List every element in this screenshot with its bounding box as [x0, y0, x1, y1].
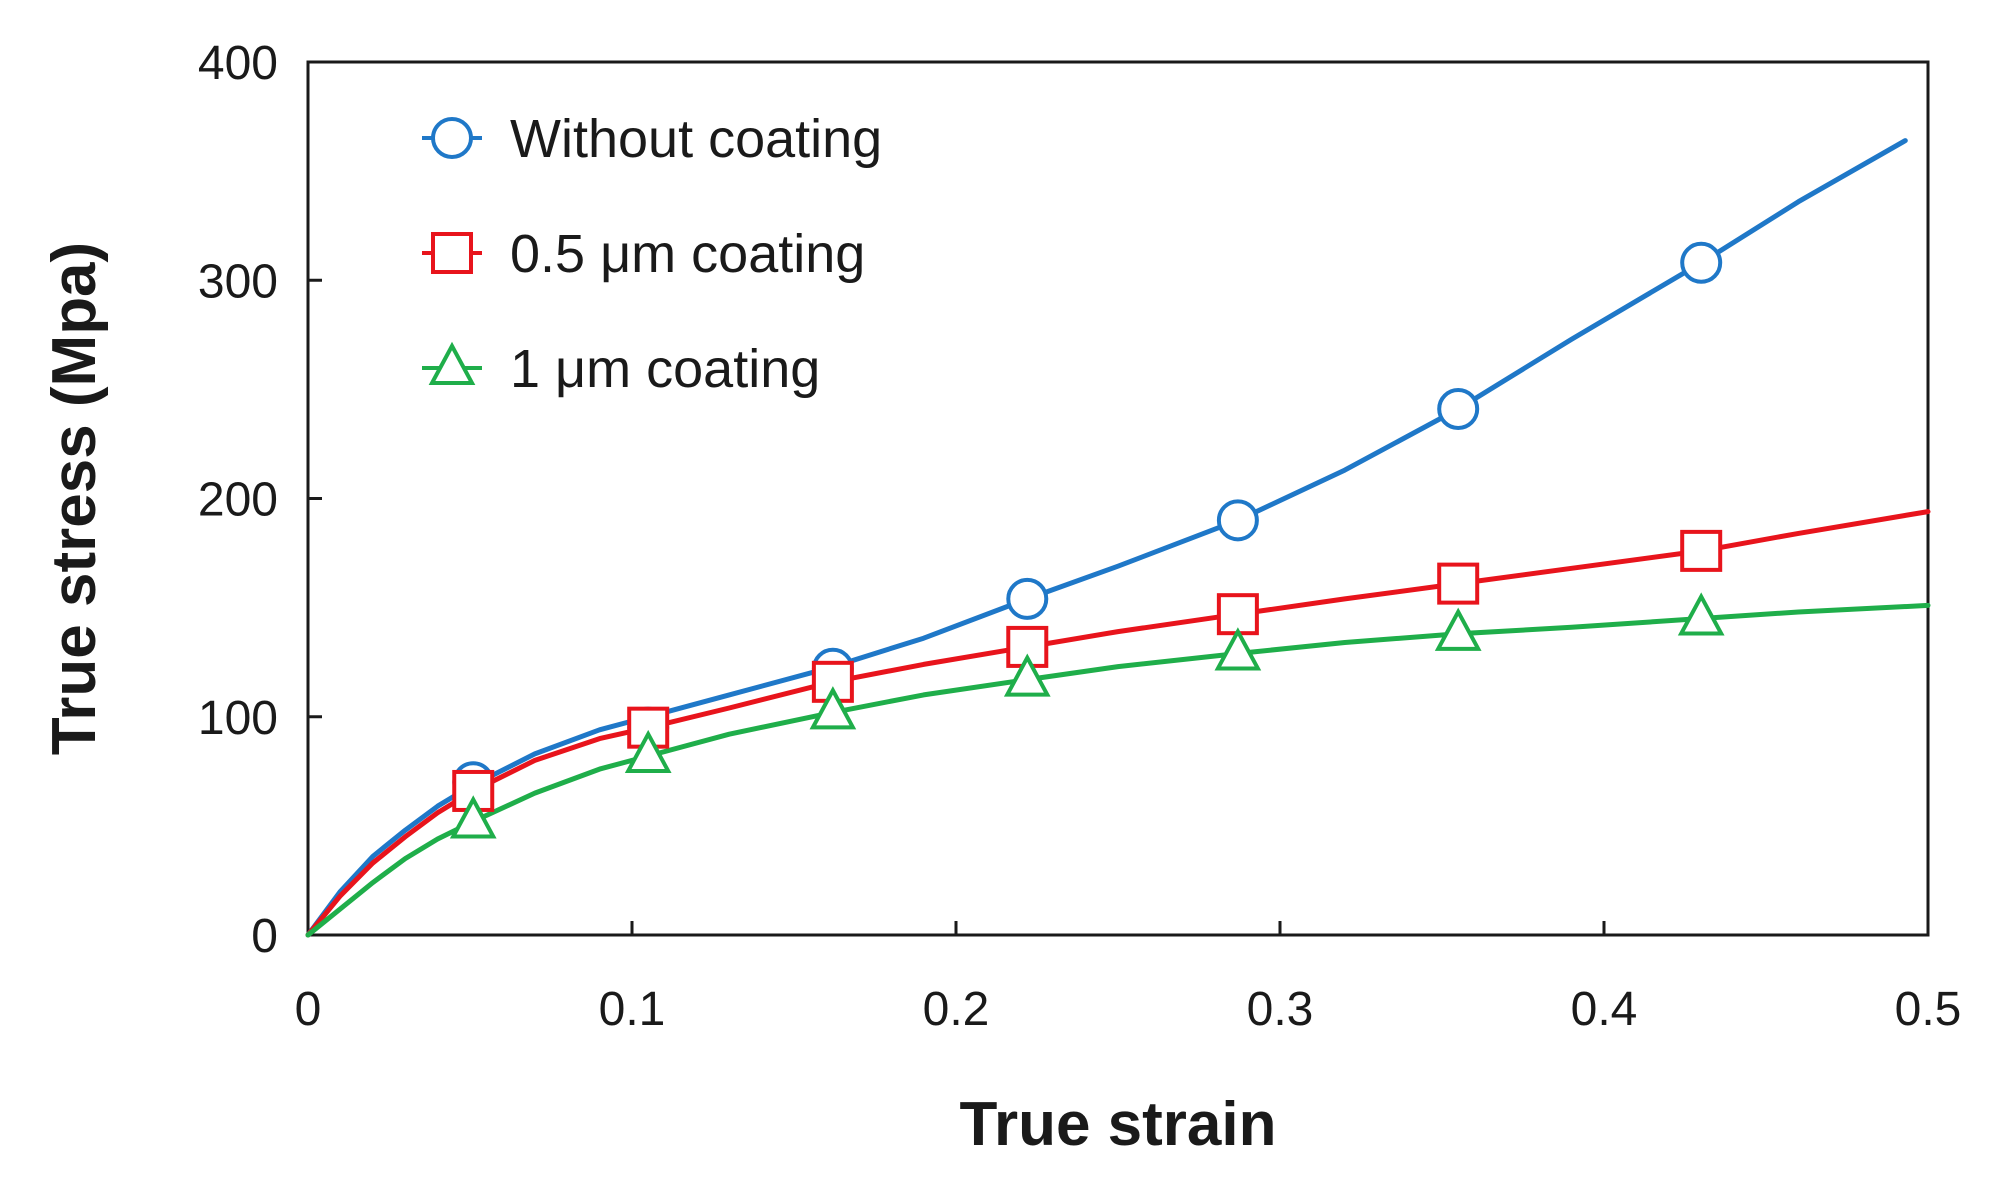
series-2-marker: [1437, 562, 1480, 605]
y-axis-title: True stress (Mpa): [40, 242, 109, 755]
series-2-marker: [1680, 529, 1723, 572]
series-1-marker: [1216, 499, 1259, 542]
series-1-marker: [1680, 241, 1723, 284]
legend-marker: [431, 117, 473, 159]
series-3-marker: [809, 686, 857, 730]
legend-label: 0.5 μm coating: [510, 224, 865, 284]
series-3-marker: [1003, 653, 1051, 697]
series-line-3: [305, 602, 1931, 938]
series-1-marker: [1006, 577, 1049, 620]
legend-label: Without coating: [510, 109, 882, 169]
legend-label: 1 μm coating: [510, 339, 820, 399]
x-tick-label: 0.3: [1247, 983, 1314, 1036]
series-3-marker: [1214, 627, 1262, 671]
x-tick-label: 0.5: [1895, 983, 1962, 1036]
x-axis-title: True strain: [960, 1090, 1277, 1159]
legend-marker: [428, 341, 476, 385]
series-3-marker: [624, 729, 672, 774]
x-tick-label: 0.4: [1571, 983, 1638, 1036]
y-tick-label: 300: [198, 255, 278, 308]
series-3-marker: [1677, 592, 1725, 636]
series-line-2: [305, 509, 1931, 938]
y-tick-label: 400: [198, 37, 278, 90]
series-3-marker: [1434, 607, 1482, 651]
series-2-marker: [1216, 593, 1259, 636]
plot-area-border: [306, 60, 1930, 937]
legend-marker: [431, 232, 473, 274]
y-tick-label: 100: [198, 692, 278, 745]
x-tick-label: 0: [295, 983, 322, 1036]
series-3-marker: [449, 795, 497, 839]
series-1-marker: [1437, 388, 1480, 431]
y-tick-label: 0: [251, 910, 278, 963]
y-tick-label: 200: [198, 474, 278, 527]
x-tick-label: 0.2: [923, 983, 990, 1036]
x-tick-label: 0.1: [599, 983, 666, 1036]
